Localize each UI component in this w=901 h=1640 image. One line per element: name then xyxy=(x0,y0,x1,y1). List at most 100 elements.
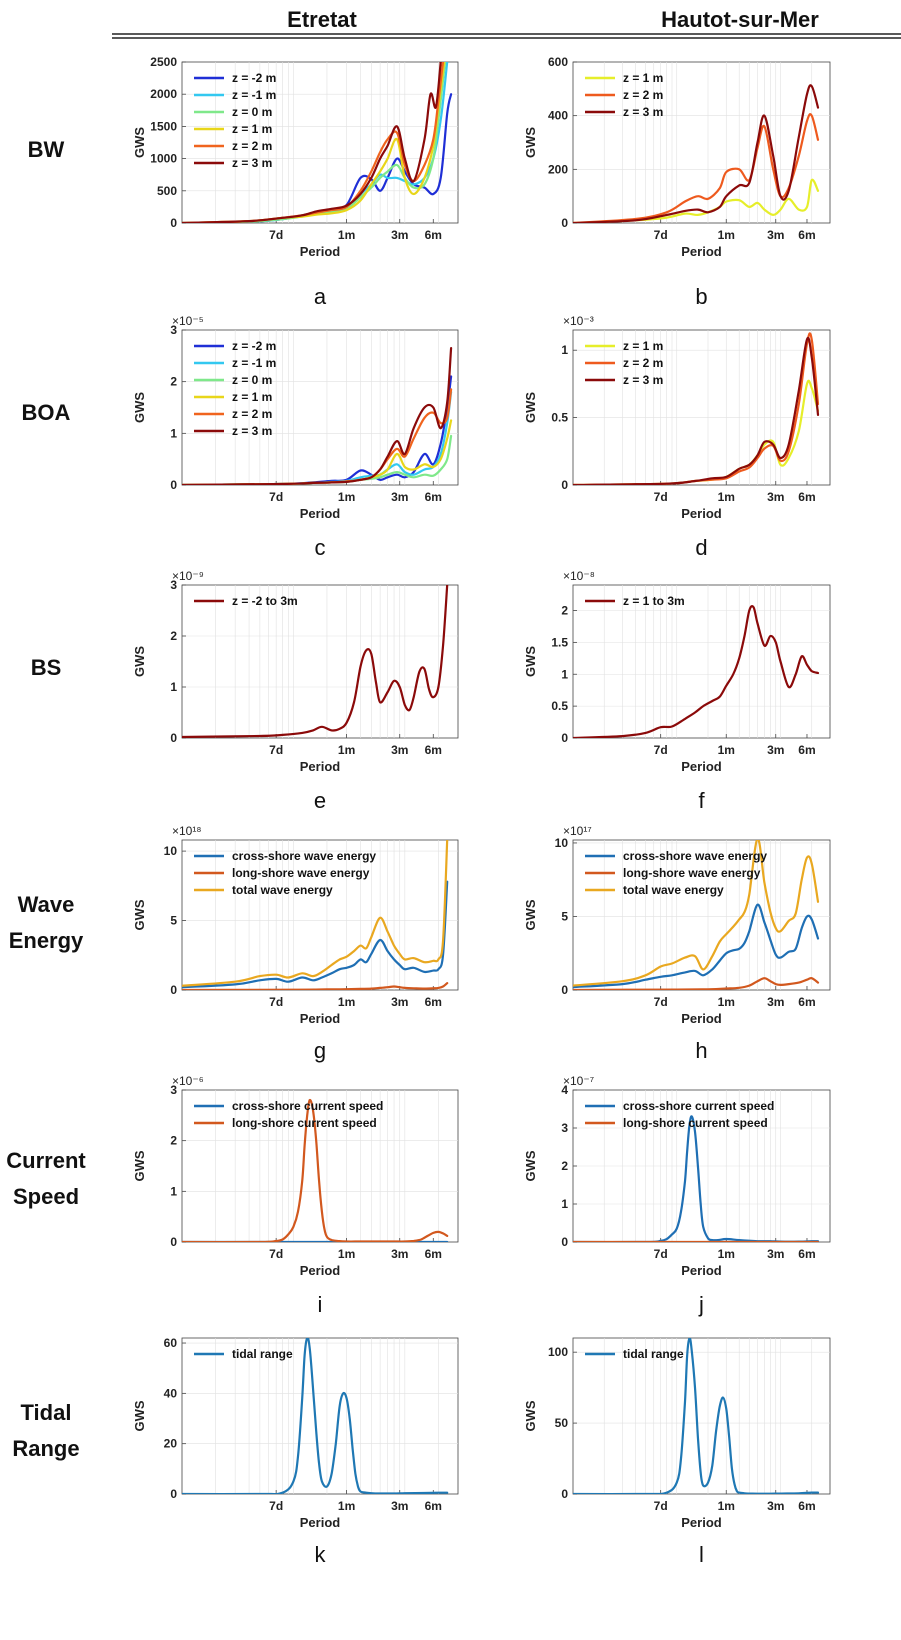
series-group xyxy=(573,1115,820,1242)
series-line-0 xyxy=(573,605,820,738)
legend-entry: z = 3 m xyxy=(232,156,272,170)
legend-entry: long-shore current speed xyxy=(232,1116,377,1130)
row-labels: BW BOA BS Wave Energy Current Speed Tidal Range xyxy=(6,137,86,1461)
series-group xyxy=(182,585,449,738)
legend: tidal range xyxy=(194,1347,293,1361)
x-tick-label: 7d xyxy=(269,995,283,1009)
grid xyxy=(573,585,830,738)
legend-entry: z = 1 m xyxy=(232,390,272,404)
legend-entry: z = 3 m xyxy=(623,373,663,387)
x-tick-label: 1m xyxy=(718,743,735,757)
legend-entry: z = 2 m xyxy=(623,356,663,370)
y-axis-label: GWS xyxy=(523,646,538,677)
x-tick-label: 1m xyxy=(718,228,735,242)
y-tick-label: 4 xyxy=(561,1083,568,1097)
series-group xyxy=(182,1338,449,1494)
y-tick-label: 50 xyxy=(555,1416,569,1430)
panel-l: 0 50 100 7d 1m 3m 6m Period GWS tidal range l xyxy=(523,1337,831,1567)
panel-j: 0 1 2 3 4 7d 1m 3m 6m Period GWS ×10⁻⁷ cross-shore c… xyxy=(523,1074,831,1317)
y-tick-label: 1500 xyxy=(150,119,177,133)
series-line-2 xyxy=(573,84,820,223)
x-tick-label: 6m xyxy=(798,995,815,1009)
x-tick-label: 7d xyxy=(269,743,283,757)
x-axis-label: Period xyxy=(300,1011,341,1026)
x-axis-label: Period xyxy=(681,244,722,259)
legend: z = 1 to 3m xyxy=(585,594,685,608)
y-tick-label: 0 xyxy=(170,478,177,492)
y-exponent: ×10⁻⁶ xyxy=(172,1074,204,1088)
legend: z = -2 to 3m xyxy=(194,594,298,608)
legend-entry: z = -2 to 3m xyxy=(232,594,298,608)
series-line-1 xyxy=(182,1098,449,1242)
series-line-0 xyxy=(182,880,449,989)
y-tick-label: 3 xyxy=(170,1083,177,1097)
legend: z = -2 m z = -1 m z = 0 m z = 1 m z = 2 m z =… xyxy=(194,71,276,170)
x-tick-label: 6m xyxy=(425,228,442,242)
x-axis-label: Period xyxy=(300,506,341,521)
plot-area xyxy=(572,61,831,224)
panel-k: 0 20 40 60 7d 1m 3m 6m Period GWS tidal range k xyxy=(132,1336,459,1567)
row-label-boa-0: BOA xyxy=(22,400,71,425)
y-tick-label: 0 xyxy=(561,216,568,230)
x-tick-label: 1m xyxy=(338,490,355,504)
grid xyxy=(573,840,830,990)
series-group xyxy=(182,1098,449,1242)
y-axis-label: GWS xyxy=(523,1150,538,1181)
y-tick-label: 5 xyxy=(170,914,177,928)
x-axis-label: Period xyxy=(681,1263,722,1278)
series-group xyxy=(573,84,820,223)
panel-letter: h xyxy=(695,1038,707,1063)
plot-area xyxy=(572,329,831,486)
series-line-2 xyxy=(573,336,820,485)
x-tick-label: 1m xyxy=(338,743,355,757)
y-axis-label: GWS xyxy=(132,127,147,158)
y-tick-label: 20 xyxy=(164,1437,178,1451)
y-exponent: ×10¹⁸ xyxy=(172,824,201,838)
y-tick-label: 2 xyxy=(170,375,177,389)
y-axis-label: GWS xyxy=(523,127,538,158)
x-tick-label: 3m xyxy=(391,995,408,1009)
y-tick-label: 3 xyxy=(170,323,177,337)
x-tick-label: 6m xyxy=(798,228,815,242)
legend-entry: long-shore current speed xyxy=(623,1116,768,1130)
legend-entry: z = 2 m xyxy=(623,88,663,102)
row-label-wave-0: Wave xyxy=(18,892,75,917)
y-axis-label: GWS xyxy=(132,1400,147,1431)
x-tick-label: 3m xyxy=(391,1247,408,1261)
y-tick-label: 0 xyxy=(561,1235,568,1249)
y-tick-label: 600 xyxy=(548,55,568,69)
series-group xyxy=(573,332,820,485)
panel-h: 0 5 10 7d 1m 3m 6m Period GWS ×10¹⁷ cross-shore wa… xyxy=(523,824,831,1063)
x-tick-label: 1m xyxy=(338,995,355,1009)
y-tick-label: 1 xyxy=(561,343,568,357)
legend-entry: tidal range xyxy=(623,1347,684,1361)
legend: tidal range xyxy=(585,1347,684,1361)
y-tick-label: 2000 xyxy=(150,87,177,101)
legend-entry: z = -2 m xyxy=(232,71,276,85)
y-tick-label: 3 xyxy=(561,1121,568,1135)
y-tick-label: 1.5 xyxy=(551,635,568,649)
panel-g: 0 5 10 7d 1m 3m 6m Period GWS ×10¹⁸ cross-shore wa… xyxy=(132,824,459,1063)
x-tick-label: 6m xyxy=(798,1499,815,1513)
series-group xyxy=(182,62,453,223)
panel-letter: a xyxy=(314,284,327,309)
x-tick-label: 7d xyxy=(269,490,283,504)
x-tick-label: 7d xyxy=(269,1499,283,1513)
x-tick-label: 3m xyxy=(767,1499,784,1513)
y-exponent: ×10⁻⁹ xyxy=(172,569,204,583)
plot-area xyxy=(181,584,459,739)
x-tick-label: 1m xyxy=(718,1247,735,1261)
y-tick-label: 10 xyxy=(164,844,178,858)
y-tick-label: 10 xyxy=(555,836,569,850)
y-tick-label: 60 xyxy=(164,1336,178,1350)
panel-letter: l xyxy=(699,1542,704,1567)
x-tick-label: 6m xyxy=(425,490,442,504)
x-tick-label: 1m xyxy=(338,1499,355,1513)
y-tick-label: 0 xyxy=(170,983,177,997)
y-tick-label: 2 xyxy=(561,1159,568,1173)
y-tick-label: 0.5 xyxy=(551,411,568,425)
x-tick-label: 3m xyxy=(767,228,784,242)
legend-entry: total wave energy xyxy=(232,883,333,897)
x-axis-label: Period xyxy=(300,1515,341,1530)
